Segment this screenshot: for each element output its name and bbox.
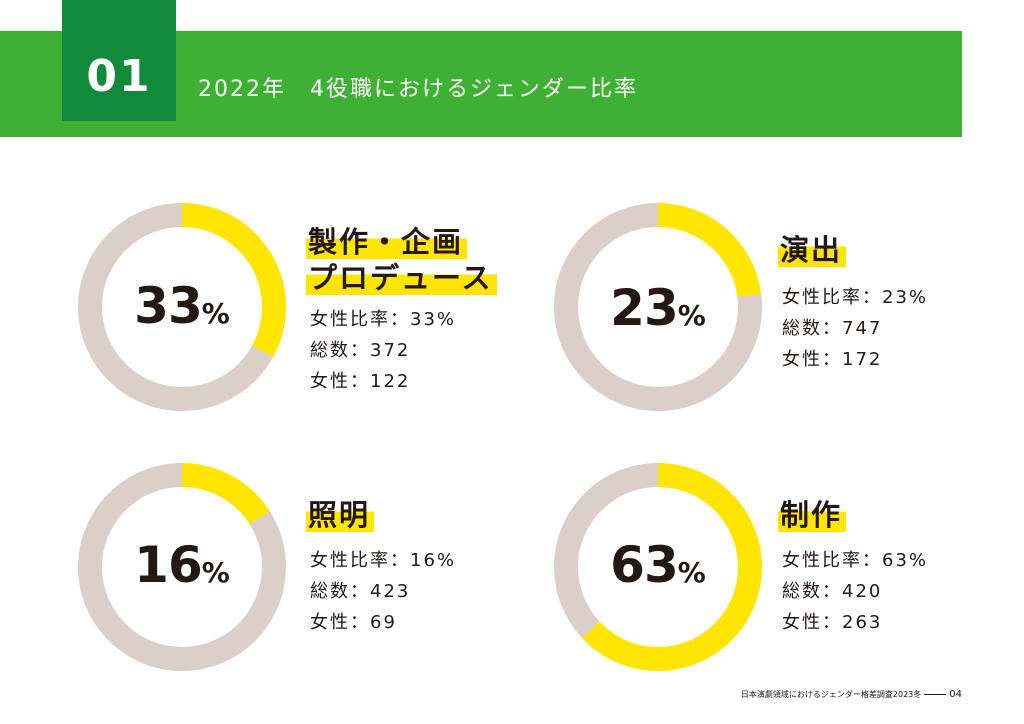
- page-number: 04: [949, 689, 962, 700]
- stat-female-count: 女性：172: [782, 349, 883, 370]
- publication-title: 日本演劇領域におけるジェンダー格差調査2023冬: [740, 690, 922, 699]
- stats-direction: 女性比率：23% 総数：747 女性：172: [782, 282, 928, 375]
- stat-female-count: 女性：69: [310, 612, 397, 633]
- center-unit: %: [201, 297, 230, 330]
- center-value: 23: [610, 279, 679, 337]
- donut-center-label: 23%: [553, 279, 763, 337]
- role-title-production: 製作・企画 プロデュース: [306, 224, 497, 296]
- section-number: 01: [86, 51, 152, 102]
- stat-female-ratio: 女性比率：63%: [782, 550, 929, 571]
- center-unit: %: [201, 556, 230, 589]
- title-line: プロデュース: [306, 261, 497, 295]
- role-title-production-management: 制作: [778, 497, 847, 533]
- stat-female-count: 女性：263: [782, 612, 883, 633]
- donut-chart-direction: [554, 203, 762, 411]
- stat-total: 総数：747: [782, 318, 883, 339]
- donut-slice-other: [78, 463, 286, 671]
- role-title-direction: 演出: [778, 232, 847, 268]
- donut-chart-production: [78, 203, 286, 411]
- title-line: 制作: [778, 498, 847, 532]
- donut-slice-other: [554, 203, 762, 411]
- title-line: 照明: [306, 498, 375, 532]
- stat-total: 総数：420: [782, 581, 883, 602]
- page-title: 2022年 4役職におけるジェンダー比率: [198, 77, 638, 102]
- footer-rule: [924, 694, 947, 695]
- center-value: 63: [610, 536, 679, 594]
- donut-chart-lighting: [78, 463, 286, 671]
- stat-female-ratio: 女性比率：23%: [782, 287, 929, 308]
- stat-total: 総数：372: [310, 340, 411, 361]
- section-badge: [62, 0, 176, 121]
- stats-lighting: 女性比率：16% 総数：423 女性：69: [310, 545, 456, 638]
- center-value: 16: [134, 536, 203, 594]
- center-value: 33: [134, 277, 203, 335]
- donut-center-label: 16%: [77, 536, 287, 594]
- page-footer: 日本演劇領域におけるジェンダー格差調査2023冬 04: [741, 689, 962, 700]
- stats-production: 女性比率：33% 総数：372 女性：122: [310, 304, 456, 397]
- role-title-lighting: 照明: [306, 497, 375, 533]
- stats-production-management: 女性比率：63% 総数：420 女性：263: [782, 545, 928, 638]
- stat-female-count: 女性：122: [310, 371, 411, 392]
- center-unit: %: [677, 299, 706, 332]
- donut-slice-other: [78, 203, 286, 411]
- donut-center-label: 33%: [77, 277, 287, 335]
- center-unit: %: [677, 556, 706, 589]
- title-line: 演出: [778, 233, 847, 267]
- donut-slice-other: [554, 463, 762, 671]
- donut-center-label: 63%: [553, 536, 763, 594]
- stat-female-ratio: 女性比率：16%: [310, 550, 457, 571]
- title-line: 製作・企画: [306, 225, 468, 259]
- stat-female-ratio: 女性比率：33%: [310, 309, 457, 330]
- stat-total: 総数：423: [310, 581, 411, 602]
- donut-chart-production-management: [554, 463, 762, 671]
